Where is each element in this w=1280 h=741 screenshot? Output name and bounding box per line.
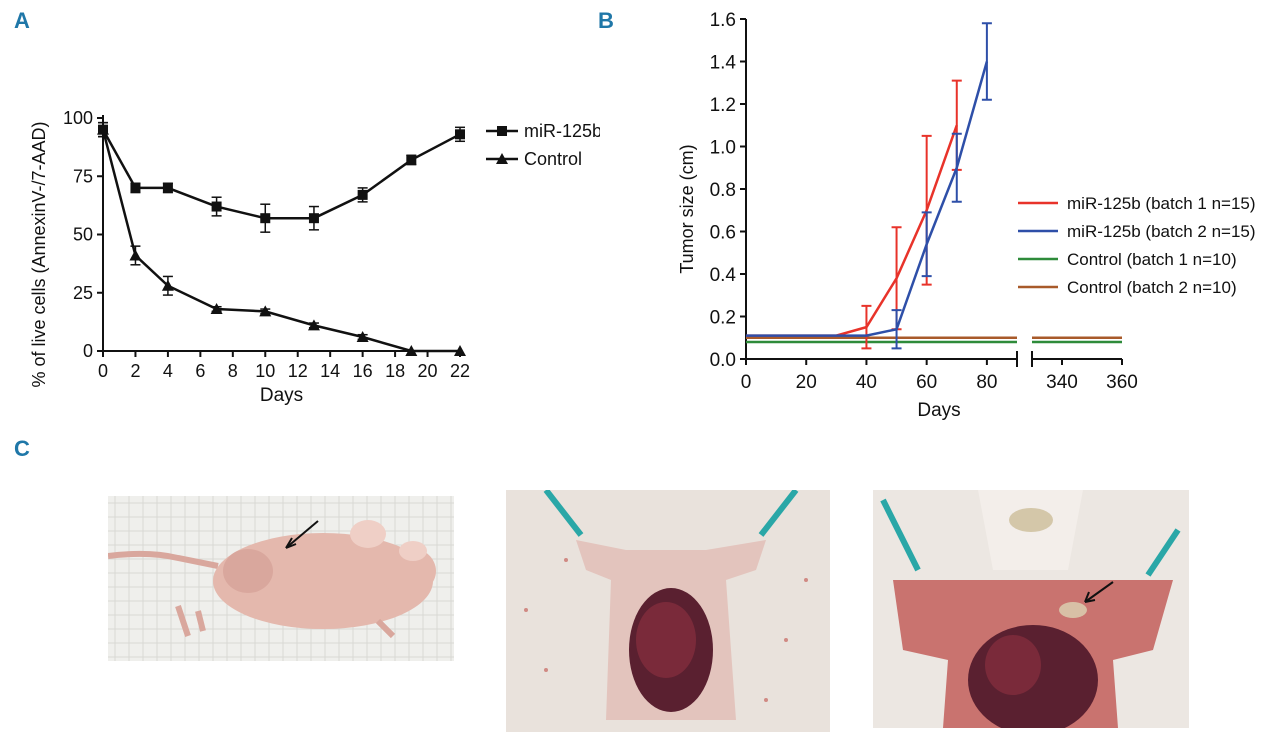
x-tick-label-a: 22 (450, 361, 470, 381)
chart-a: 0 25 50 75 100 0 2 4 6 8 10 12 14 16 18 20 22 Days % of li… (29, 108, 600, 406)
data-point-a (259, 305, 272, 317)
y-tick-label-b: 0.8 (710, 180, 736, 201)
x-tick-label-b: 340 (1046, 372, 1078, 393)
data-point-a (97, 123, 109, 135)
x-tick-label-b: 60 (916, 372, 937, 393)
x-tick-label-a: 2 (130, 361, 140, 381)
y-tick-label-a: 75 (73, 166, 93, 186)
y-tick-label-b: 1.4 (710, 53, 737, 74)
y-axis-label-a: % of live cells (AnnexinV-/7-AAD) (29, 121, 49, 387)
x-tick-label-a: 18 (385, 361, 405, 381)
y-tick-label-b: 0.2 (710, 308, 736, 329)
panel-label-a: A (14, 8, 30, 33)
x-tick-label-a: 8 (228, 361, 238, 381)
y-tick-label-a: 0 (83, 341, 93, 361)
data-point-a (308, 213, 319, 224)
chart-b: 0.0 0.2 0.4 0.6 0.8 1.0 1.2 1.4 1.6 0 20 40 60 80 340 3… (677, 10, 1256, 421)
y-tick-label-b: 0.6 (710, 223, 736, 244)
y-tick-label-b: 0.0 (710, 350, 736, 371)
legend-label-b: Control (batch 2 n=10) (1067, 278, 1237, 297)
x-tick-label-a: 20 (418, 361, 438, 381)
legend-label-a: Control (524, 149, 582, 169)
data-point-a (161, 279, 174, 291)
y-axis-label-b: Tumor size (cm) (677, 144, 697, 273)
x-tick-label-b: 0 (741, 372, 752, 393)
y-tick-label-b: 1.2 (710, 95, 736, 116)
data-point-a (210, 303, 223, 315)
y-tick-label-b: 1.6 (710, 10, 736, 31)
x-tick-label-b: 360 (1106, 372, 1138, 393)
data-point-a (455, 129, 465, 140)
legend-label-b: Control (batch 1 n=10) (1067, 250, 1237, 269)
x-tick-label-a: 0 (98, 361, 108, 381)
x-tick-label-a: 4 (163, 361, 173, 381)
legend-marker-a (496, 153, 508, 164)
panel-label-c: C (14, 436, 30, 461)
panel-label-b: B (598, 8, 614, 33)
series-line-a (101, 129, 461, 220)
data-point-a (357, 189, 368, 200)
x-tick-label-a: 16 (353, 361, 373, 381)
series-line-b (746, 61, 989, 337)
data-point-a (356, 331, 369, 343)
data-point-a (260, 213, 271, 224)
data-point-a (129, 249, 142, 261)
y-tick-label-b: 0.4 (710, 265, 737, 286)
x-tick-label-a: 6 (195, 361, 205, 381)
data-point-a (307, 319, 320, 331)
legend-label-b: miR-125b (batch 2 n=15) (1067, 222, 1256, 241)
series-line-b (746, 124, 958, 337)
data-point-a (130, 182, 141, 193)
mouse-photo-dissected-control (506, 490, 830, 732)
y-tick-label-a: 50 (73, 225, 93, 245)
x-tick-label-b: 40 (856, 372, 877, 393)
x-axis-label-a: Days (260, 385, 303, 406)
data-point-a (406, 154, 417, 165)
x-tick-label-a: 12 (288, 361, 308, 381)
y-tick-label-b: 1.0 (710, 138, 736, 159)
data-point-a (162, 182, 173, 193)
legend-label-a: miR-125b (524, 121, 600, 141)
mouse-photo-intact (108, 496, 454, 661)
x-tick-label-a: 14 (320, 361, 340, 381)
x-tick-label-a: 10 (255, 361, 275, 381)
data-point-a (405, 345, 418, 356)
x-tick-label-b: 20 (796, 372, 817, 393)
y-tick-label-a: 25 (73, 283, 93, 303)
y-tick-label-a: 100 (63, 108, 93, 128)
mouse-photo-dissected-tumor (873, 490, 1189, 728)
x-axis-label-b: Days (917, 400, 960, 421)
data-point-a (211, 201, 222, 212)
legend-marker-a (497, 126, 507, 136)
data-point-a (454, 345, 466, 356)
x-tick-label-b: 80 (976, 372, 997, 393)
legend-label-b: miR-125b (batch 1 n=15) (1067, 194, 1256, 213)
